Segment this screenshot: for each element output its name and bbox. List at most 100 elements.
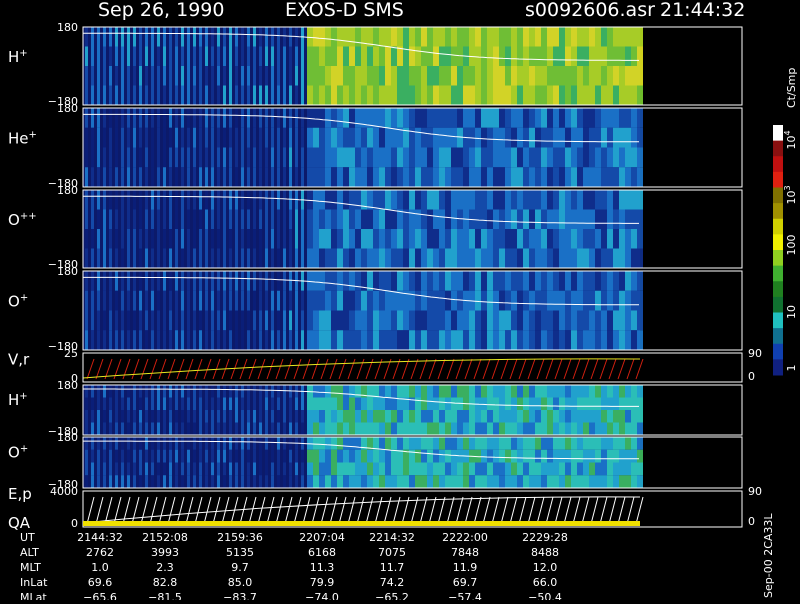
spectrum-cell bbox=[235, 310, 238, 331]
trace bbox=[167, 496, 176, 525]
spectrum-cell bbox=[589, 248, 595, 268]
spectrum-cell bbox=[229, 449, 232, 463]
spectrum-cell bbox=[205, 209, 208, 229]
spectrum-cell bbox=[109, 147, 112, 168]
spectrum-cell bbox=[355, 167, 361, 187]
spectrum-cell bbox=[235, 167, 238, 187]
spectrum-cell bbox=[517, 475, 523, 488]
bottom-tick: −180 bbox=[48, 478, 78, 491]
spectrum-cell bbox=[487, 385, 493, 398]
spectrum-cell bbox=[415, 167, 421, 187]
spectrum-cell bbox=[403, 190, 409, 210]
spectrum-cell bbox=[151, 127, 154, 148]
panel-frame bbox=[82, 436, 743, 489]
spectrum-cell bbox=[445, 229, 451, 249]
spectrum-cell bbox=[121, 410, 124, 423]
spectrum-cell bbox=[631, 437, 637, 450]
spectrum-cell bbox=[457, 147, 463, 168]
spectrum-cell bbox=[511, 449, 517, 463]
spectrum-cell bbox=[217, 290, 220, 311]
spectrum-cell bbox=[85, 127, 88, 148]
colorbar-cell bbox=[773, 203, 783, 220]
spectrum-cell bbox=[199, 462, 202, 476]
table-cell: 2144:32 bbox=[77, 531, 123, 544]
spectrum-cell bbox=[499, 462, 505, 476]
spectrum-cell bbox=[439, 437, 445, 450]
spectrum-cell bbox=[517, 209, 523, 229]
spectrum-cell bbox=[487, 410, 493, 423]
spectrum-cell bbox=[553, 27, 559, 47]
spectrum-cell bbox=[385, 462, 391, 476]
spectrum-cell bbox=[331, 85, 337, 105]
spectrum-cell bbox=[541, 310, 547, 331]
spectrum-cell bbox=[631, 127, 637, 148]
spectrum-cell bbox=[385, 397, 391, 410]
spectrum-cell bbox=[253, 85, 256, 105]
spectrum-cell bbox=[85, 437, 88, 450]
spectrum-cell bbox=[265, 410, 268, 423]
spectrum-cell bbox=[313, 437, 319, 450]
spectrum-cell bbox=[565, 437, 571, 450]
spectrum-cell bbox=[637, 330, 643, 350]
trace bbox=[545, 496, 554, 525]
spectrum-cell bbox=[223, 462, 226, 476]
spectrum-cell bbox=[295, 127, 298, 148]
spectrum-cell bbox=[193, 27, 196, 47]
spectrum-cell bbox=[355, 108, 361, 128]
spectrum-cell bbox=[529, 27, 535, 47]
spectrum-cell bbox=[361, 27, 367, 47]
spectrum-cell bbox=[511, 271, 517, 291]
colorbar-tick-base: 100 bbox=[785, 235, 798, 256]
spectrum-cell bbox=[283, 46, 286, 66]
spectrum-cell bbox=[133, 410, 136, 423]
spectrum-cell bbox=[493, 66, 499, 86]
spectrum-cell bbox=[595, 475, 601, 488]
spectrum-cell bbox=[625, 127, 631, 148]
spectrum-cell bbox=[619, 385, 625, 398]
spectrum-cell bbox=[541, 167, 547, 187]
spectrum-cell bbox=[553, 385, 559, 398]
spectrum-cell bbox=[259, 475, 262, 488]
spectrum-cell bbox=[373, 127, 379, 148]
spectrum-cell bbox=[529, 229, 535, 249]
spectrum-cell bbox=[229, 422, 232, 435]
spectrum-cell bbox=[241, 108, 244, 128]
spectrum-cell bbox=[475, 310, 481, 331]
table-cell: 8488 bbox=[531, 546, 559, 559]
spectrum-cell bbox=[223, 330, 226, 350]
spectrum-cell bbox=[547, 410, 553, 423]
spectrum-cell bbox=[547, 209, 553, 229]
spectrum-cell bbox=[385, 167, 391, 187]
spectrum-cell bbox=[259, 27, 262, 47]
spectrum-cell bbox=[361, 108, 367, 128]
spectrum-cell bbox=[367, 46, 373, 66]
spectrum-cell bbox=[403, 46, 409, 66]
spectrum-cell bbox=[631, 271, 637, 291]
spectrum-cell bbox=[619, 330, 625, 350]
spectrum-cell bbox=[637, 437, 643, 450]
spectrum-cell bbox=[601, 410, 607, 423]
spectrum-cell bbox=[625, 27, 631, 47]
spectrum-cell bbox=[85, 85, 88, 105]
spectrum-cell bbox=[211, 271, 214, 291]
trace bbox=[617, 496, 626, 525]
spectrum-cell bbox=[121, 209, 124, 229]
panel-label-sup: + bbox=[20, 443, 28, 454]
spectrum-cell bbox=[133, 310, 136, 331]
spectrum-cell bbox=[97, 108, 100, 128]
trace-line bbox=[82, 358, 641, 379]
spectrum-cell bbox=[91, 462, 94, 476]
spectrum-cell bbox=[457, 85, 463, 105]
spectrum-cell bbox=[625, 209, 631, 229]
spectrum-cell bbox=[565, 271, 571, 291]
spectrum-cell bbox=[121, 127, 124, 148]
spectrum-cell bbox=[595, 167, 601, 187]
trace bbox=[257, 358, 266, 380]
spectrum-cell bbox=[91, 330, 94, 350]
trace bbox=[86, 496, 95, 525]
spectrum-cell bbox=[535, 190, 541, 210]
spectrum-cell bbox=[427, 167, 433, 187]
spectrum-cell bbox=[199, 248, 202, 268]
spectrum-cell bbox=[463, 475, 469, 488]
spectrum-cell bbox=[151, 108, 154, 128]
